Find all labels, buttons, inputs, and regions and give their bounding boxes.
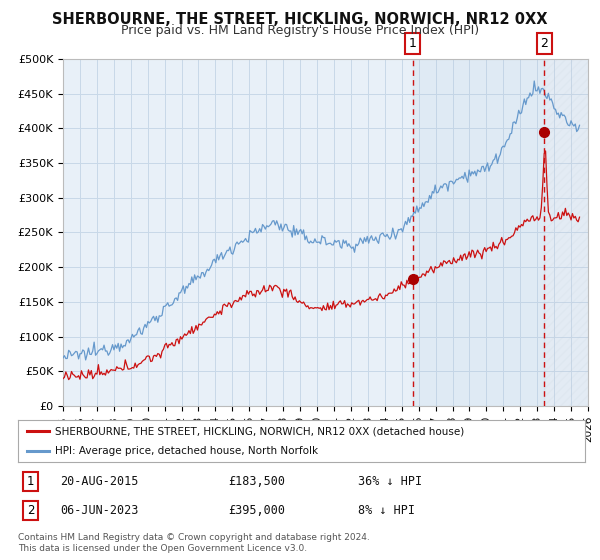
Text: £183,500: £183,500 <box>228 475 285 488</box>
Text: 20-AUG-2015: 20-AUG-2015 <box>61 475 139 488</box>
Bar <box>544 59 588 406</box>
Text: 8% ↓ HPI: 8% ↓ HPI <box>358 504 415 517</box>
Text: 36% ↓ HPI: 36% ↓ HPI <box>358 475 422 488</box>
Text: SHERBOURNE, THE STREET, HICKLING, NORWICH, NR12 0XX (detached house): SHERBOURNE, THE STREET, HICKLING, NORWIC… <box>55 426 464 436</box>
Text: 2: 2 <box>541 37 548 50</box>
Text: 06-JUN-2023: 06-JUN-2023 <box>61 504 139 517</box>
Text: 1: 1 <box>27 475 34 488</box>
Text: Price paid vs. HM Land Registry's House Price Index (HPI): Price paid vs. HM Land Registry's House … <box>121 24 479 37</box>
Text: £395,000: £395,000 <box>228 504 285 517</box>
Text: HPI: Average price, detached house, North Norfolk: HPI: Average price, detached house, Nort… <box>55 446 318 456</box>
Text: Contains HM Land Registry data © Crown copyright and database right 2024.
This d: Contains HM Land Registry data © Crown c… <box>18 533 370 553</box>
Text: 2: 2 <box>27 504 34 517</box>
Bar <box>413 59 544 406</box>
Text: SHERBOURNE, THE STREET, HICKLING, NORWICH, NR12 0XX: SHERBOURNE, THE STREET, HICKLING, NORWIC… <box>52 12 548 27</box>
Text: 1: 1 <box>409 37 416 50</box>
